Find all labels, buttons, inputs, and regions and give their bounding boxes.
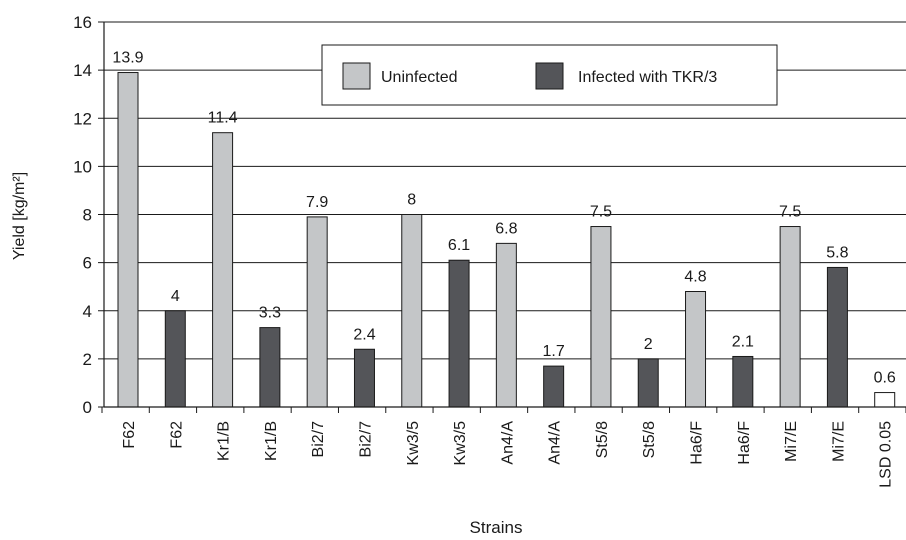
data-label: 7.5 — [779, 204, 801, 221]
y-tick-label: 8 — [83, 206, 92, 225]
y-tick-label: 4 — [83, 302, 92, 321]
bar — [543, 365, 565, 408]
x-tick-label: Ha6/F — [689, 421, 706, 465]
bar — [117, 72, 139, 408]
legend-label-uninfected: Uninfected — [381, 69, 458, 86]
bar — [874, 392, 896, 408]
data-label: 5.8 — [826, 244, 848, 261]
y-tick-label: 6 — [83, 254, 92, 273]
bar — [164, 310, 186, 408]
bar — [779, 226, 801, 408]
data-label: 13.9 — [112, 50, 143, 67]
x-tick-label: An4/A — [547, 421, 564, 465]
y-tick-label: 2 — [83, 350, 92, 369]
data-label: 0.6 — [874, 370, 896, 387]
y-tick-label: 0 — [83, 398, 92, 417]
bar — [306, 216, 328, 408]
bar — [259, 327, 281, 408]
x-tick-label: Bi2/7 — [310, 421, 327, 458]
data-label: 2.4 — [353, 326, 375, 343]
data-label: 7.5 — [590, 204, 612, 221]
x-tick-label: Ha6/F — [736, 421, 753, 465]
data-label: 6.1 — [448, 237, 470, 254]
legend-label-infected: Infected with TKR/3 — [578, 69, 717, 86]
x-tick-label: Mi7/E — [830, 421, 847, 462]
data-label: 3.3 — [259, 305, 281, 322]
bar — [685, 291, 707, 408]
data-labels: 13.9 4 11.4 3.3 7.9 2.4 8 6.1 6.8 1.7 7.5 2 4.8 2.1 7.… — [112, 50, 895, 387]
bar — [826, 266, 848, 408]
legend-swatch-uninfected — [342, 62, 371, 90]
bar — [448, 259, 470, 408]
bar — [637, 358, 659, 408]
x-tick-label: Kr1/B — [216, 421, 233, 461]
data-label: 4 — [171, 288, 180, 305]
data-label: 4.8 — [684, 269, 706, 286]
bar — [590, 226, 612, 408]
x-tick-label: LSD 0.05 — [878, 421, 895, 488]
axes: 0 2 4 6 8 10 12 14 16 F62 F62 Kr1/B Kr1/B Bi2/7 Bi2/7 K… — [73, 13, 906, 488]
bar — [732, 355, 754, 408]
legend: Uninfected Infected with TKR/3 — [321, 44, 778, 106]
data-label: 1.7 — [543, 343, 565, 360]
y-tick-label: 16 — [73, 13, 92, 32]
x-tick-label: Kr1/B — [263, 421, 280, 461]
x-tick-label: An4/A — [499, 421, 516, 465]
bar — [401, 214, 423, 408]
bar — [495, 242, 517, 408]
y-axis-title: Yield [kg/m²] — [11, 172, 28, 260]
y-tick-label: 12 — [73, 109, 92, 128]
data-label: 2 — [644, 336, 653, 353]
data-label: 6.8 — [495, 220, 517, 237]
x-axis-title: Strains — [470, 518, 523, 537]
bar — [212, 132, 234, 408]
data-label: 7.9 — [306, 194, 328, 211]
x-tick-label: F62 — [168, 421, 185, 449]
bar — [353, 348, 375, 408]
data-label: 2.1 — [732, 333, 754, 350]
x-tick-label: F62 — [121, 421, 138, 449]
x-tick-label: Kw3/5 — [452, 421, 469, 466]
legend-swatch-infected — [535, 62, 564, 90]
data-label: 11.4 — [208, 110, 238, 127]
y-tick-label: 10 — [73, 157, 92, 176]
x-tick-label: Kw3/5 — [405, 421, 422, 466]
x-tick-label: St5/8 — [594, 421, 611, 458]
x-tick-label: St5/8 — [641, 421, 658, 458]
x-tick-label: Mi7/E — [783, 421, 800, 462]
data-label: 8 — [407, 192, 416, 209]
y-tick-label: 14 — [73, 61, 92, 80]
x-tick-label: Bi2/7 — [357, 421, 374, 458]
